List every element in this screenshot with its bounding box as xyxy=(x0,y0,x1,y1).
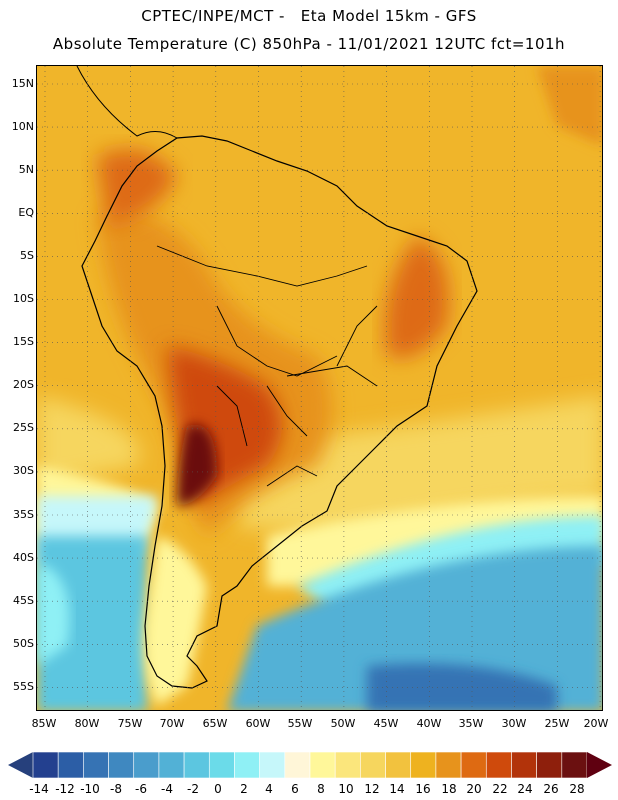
colorbar-swatch xyxy=(485,752,512,778)
colorbar-label: 4 xyxy=(265,782,273,796)
lat-label: 25S xyxy=(13,421,34,434)
country-borders xyxy=(156,245,378,487)
colorbar-swatch xyxy=(360,752,386,778)
colorbar-label: 12 xyxy=(364,782,380,796)
lat-label: 55S xyxy=(13,680,34,693)
colorbar-swatch xyxy=(309,752,336,778)
colorbar-right-arrow xyxy=(587,752,612,778)
colorbar-label: -2 xyxy=(187,782,199,796)
lat-label: 45S xyxy=(13,594,34,607)
colorbar-swatch xyxy=(108,752,135,778)
colorbar-swatch xyxy=(561,752,588,778)
southwest-band xyxy=(37,396,140,486)
lon-label: 85W xyxy=(31,717,57,730)
colorbar-label: 28 xyxy=(569,782,585,796)
colorbar-label: -8 xyxy=(110,782,122,796)
colorbar-swatch xyxy=(183,752,210,778)
colorbar-swatch xyxy=(511,752,537,778)
colorbar-swatch xyxy=(385,752,412,778)
northeast-warm xyxy=(385,236,449,358)
colorbar-left-arrow xyxy=(8,752,33,778)
colorbar-swatches xyxy=(32,752,588,778)
lat-label: EQ xyxy=(18,206,34,219)
lon-label: 25W xyxy=(544,717,570,730)
lon-label: 20W xyxy=(583,717,609,730)
colorbar-swatch xyxy=(234,752,260,778)
color-bar xyxy=(8,752,612,778)
lat-label: 15S xyxy=(13,335,34,348)
lon-label: 45W xyxy=(373,717,399,730)
lon-label: 40W xyxy=(416,717,442,730)
colorbar-label: 20 xyxy=(466,782,482,796)
lat-label: 40S xyxy=(13,551,34,564)
hottest-core xyxy=(177,424,217,506)
lat-label: 15N xyxy=(11,77,34,90)
colorbar-swatch xyxy=(158,752,185,778)
colorbar-label: 8 xyxy=(317,782,325,796)
south-america-outline xyxy=(81,135,478,689)
lon-label: 50W xyxy=(330,717,356,730)
lat-label: 30S xyxy=(13,464,34,477)
colorbar-swatch xyxy=(57,752,84,778)
ne-corner-warm xyxy=(537,66,602,146)
cold-southwest xyxy=(37,536,147,710)
colorbar-swatch xyxy=(284,752,311,778)
lon-label: 70W xyxy=(159,717,185,730)
lon-label: 60W xyxy=(245,717,271,730)
coldest-core xyxy=(367,663,557,710)
lon-label: 30W xyxy=(501,717,527,730)
colorbar-label: -6 xyxy=(135,782,147,796)
colorbar-swatch xyxy=(410,752,437,778)
chart-title: CPTEC/INPE/MCT - Eta Model 15km - GFS xyxy=(141,7,477,25)
lat-label: 50S xyxy=(13,637,34,650)
colorbar-swatch xyxy=(334,752,361,778)
colorbar-label: 0 xyxy=(214,782,222,796)
colorbar-swatch xyxy=(460,752,487,778)
colorbar-label: 6 xyxy=(291,782,299,796)
cold-southeast xyxy=(227,546,602,710)
temperature-map[interactable] xyxy=(36,65,603,711)
lat-label: 20S xyxy=(13,378,34,391)
lat-label: 10S xyxy=(13,292,34,305)
colorbar-label: -10 xyxy=(80,782,100,796)
colorbar-label: 16 xyxy=(415,782,431,796)
lat-label: 35S xyxy=(13,508,34,521)
patagonia-mild xyxy=(143,536,207,706)
colorbar-label: 2 xyxy=(240,782,248,796)
colorbar-label: 26 xyxy=(543,782,559,796)
lon-label: 65W xyxy=(202,717,228,730)
colorbar-swatch xyxy=(259,752,286,778)
northwest-warm xyxy=(97,149,177,226)
chart-subtitle: Absolute Temperature (C) 850hPa - 11/01/… xyxy=(52,35,566,53)
colorbar-swatch xyxy=(133,752,160,778)
colorbar-swatch xyxy=(435,752,462,778)
colorbar-swatch xyxy=(32,752,59,778)
lon-label: 75W xyxy=(117,717,143,730)
colorbar-label: -14 xyxy=(29,782,49,796)
colorbar-label: -12 xyxy=(55,782,75,796)
colorbar-label: 18 xyxy=(441,782,457,796)
colorbar-label: 22 xyxy=(492,782,508,796)
colorbar-swatch xyxy=(83,752,109,778)
colorbar-label: 14 xyxy=(389,782,405,796)
lon-label: 35W xyxy=(458,717,484,730)
colorbar-swatch xyxy=(208,752,235,778)
map-canvas xyxy=(37,66,602,710)
lon-label: 80W xyxy=(74,717,100,730)
lat-label: 5S xyxy=(20,249,34,262)
lat-label: 10N xyxy=(11,120,34,133)
colorbar-swatch xyxy=(536,752,563,778)
central-america-outline xyxy=(76,66,178,139)
colorbar-label: 24 xyxy=(517,782,533,796)
colorbar-label: -4 xyxy=(161,782,173,796)
colorbar-label: 10 xyxy=(338,782,354,796)
lon-label: 55W xyxy=(287,717,313,730)
lat-label: 5N xyxy=(18,163,34,176)
